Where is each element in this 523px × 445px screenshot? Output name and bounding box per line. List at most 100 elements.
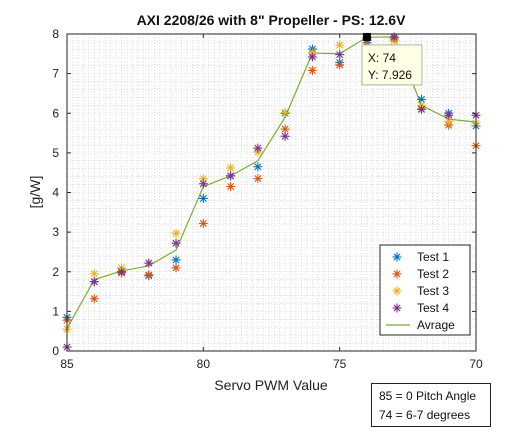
data-point: [226, 171, 236, 181]
data-point: [335, 60, 345, 70]
x-tick-label: 75: [333, 357, 347, 371]
data-point: [89, 294, 99, 304]
legend-marker: [392, 269, 402, 279]
marker-stroke: [390, 33, 398, 41]
y-tick-label: 6: [52, 106, 59, 120]
annotation-box: 85 = 0 Pitch Angle 74 = 6-7 degrees: [371, 383, 491, 427]
data-point: [416, 104, 426, 114]
marker-stroke: [393, 253, 401, 261]
marker-stroke: [308, 53, 316, 61]
annotation-line-2: 74 = 6-7 degrees: [379, 408, 471, 422]
x-axis-label: Servo PWM Value: [214, 377, 328, 393]
marker-stroke: [90, 295, 98, 303]
marker-stroke: [417, 95, 426, 103]
marker-stroke: [254, 175, 262, 183]
legend-label: Avrage: [417, 318, 455, 332]
marker-stroke: [172, 264, 180, 272]
y-axis-label: [g/W]: [27, 176, 43, 209]
data-point: [280, 131, 290, 141]
marker-stroke: [281, 108, 289, 116]
y-tick-label: 8: [52, 27, 59, 41]
marker-stroke: [393, 304, 401, 312]
marker-stroke: [172, 256, 180, 264]
data-point: [89, 277, 99, 287]
marker-stroke: [445, 111, 453, 119]
legend-marker: [392, 286, 402, 296]
x-tick-label: 85: [60, 357, 74, 371]
legend-entry: Test 4: [392, 301, 449, 315]
y-tick-label: 7: [52, 67, 59, 81]
datatip-box: [361, 44, 423, 86]
data-point: [171, 228, 181, 238]
data-point: [198, 193, 208, 203]
y-tick-label: 5: [52, 146, 59, 160]
marker-stroke: [393, 270, 401, 278]
data-point: [117, 267, 127, 277]
marker-stroke: [227, 172, 235, 180]
marker-stroke: [417, 105, 426, 113]
marker-stroke: [336, 61, 344, 69]
data-point: [171, 238, 181, 248]
data-point: [198, 218, 208, 228]
x-tick-label: 80: [197, 357, 211, 371]
marker-stroke: [254, 144, 262, 152]
marker-stroke: [90, 270, 98, 278]
data-point: [144, 258, 154, 268]
data-point: [444, 116, 454, 126]
legend-marker: [392, 252, 402, 262]
marker-stroke: [227, 164, 235, 172]
marker-stroke: [117, 268, 126, 276]
marker-stroke: [90, 278, 98, 286]
marker-stroke: [145, 271, 153, 279]
marker-stroke: [336, 51, 344, 59]
marker-stroke: [227, 183, 235, 191]
data-point: [89, 269, 99, 279]
legend-label: Test 1: [417, 250, 449, 264]
x-tick-label: 70: [469, 357, 483, 371]
legend-box: [379, 244, 471, 336]
data-point: [171, 263, 181, 273]
legend-entry: Avrage: [386, 318, 455, 332]
marker-stroke: [172, 229, 180, 237]
legend-marker: [392, 303, 402, 313]
legend-entry: Test 3: [392, 284, 449, 298]
data-point: [226, 182, 236, 192]
legend-label: Test 3: [417, 284, 449, 298]
data-point: [307, 65, 317, 75]
data-point: [253, 143, 263, 153]
data-point: [226, 163, 236, 173]
data-point: [335, 50, 345, 60]
datatip-x: X: 74: [368, 51, 396, 65]
y-tick-label: 2: [52, 265, 59, 279]
marker-stroke: [145, 259, 153, 267]
marker-stroke: [254, 163, 262, 171]
legend-label: Test 4: [417, 301, 449, 315]
datatip-y: Y: 7.926: [368, 68, 412, 82]
marker-stroke: [199, 219, 207, 227]
marker-stroke: [393, 287, 401, 295]
data-point: [335, 40, 345, 50]
data-point: [253, 174, 263, 184]
legend-entry: Test 2: [392, 267, 449, 281]
marker-stroke: [336, 41, 344, 49]
marker-stroke: [199, 194, 207, 202]
marker-stroke: [199, 175, 207, 183]
marker-stroke: [445, 117, 453, 125]
marker-stroke: [281, 132, 289, 140]
datatip-marker[interactable]: [362, 32, 371, 41]
marker-stroke: [199, 180, 207, 188]
y-tick-label: 3: [52, 225, 59, 239]
marker-stroke: [172, 239, 180, 247]
data-point: [144, 270, 154, 280]
legend-label: Test 2: [417, 267, 449, 281]
data-point: [253, 162, 263, 172]
marker-stroke: [281, 125, 289, 133]
datatip[interactable]: X: 74 Y: 7.926: [361, 32, 423, 86]
y-tick-label: 1: [52, 304, 59, 318]
chart-title: AXI 2208/26 with 8" Propeller - PS: 12.6…: [137, 12, 407, 28]
data-point: [198, 179, 208, 189]
annotation-line-1: 85 = 0 Pitch Angle: [379, 389, 477, 403]
legend: Test 1 Test 2 Test 3 Test 4 Avrage: [379, 244, 471, 336]
y-tick-label: 0: [52, 344, 59, 358]
